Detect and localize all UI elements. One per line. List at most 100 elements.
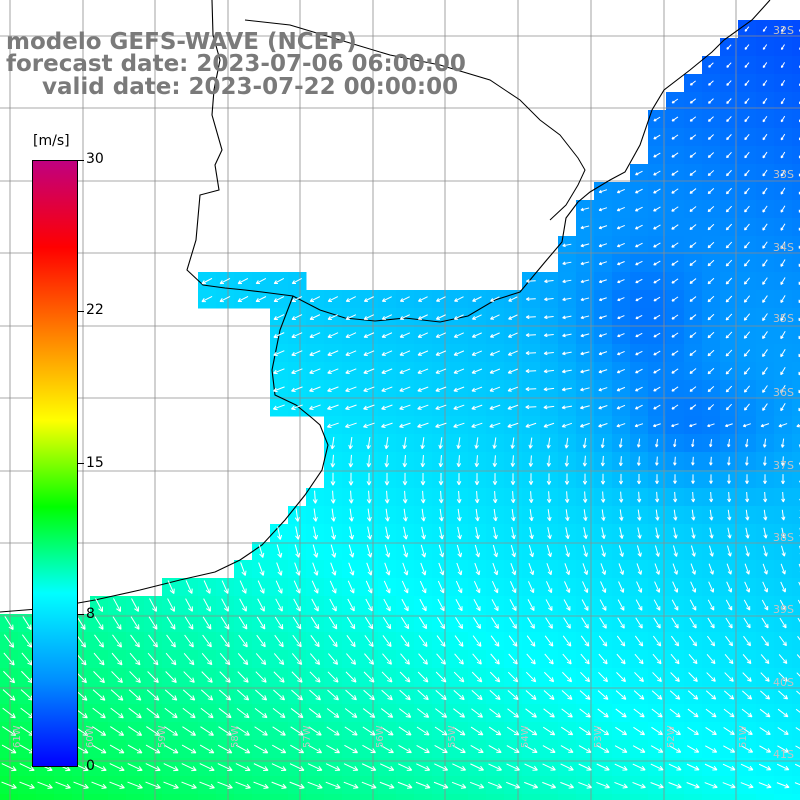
wind-speed-cell: [234, 794, 253, 800]
wind-speed-cell: [738, 794, 757, 800]
wind-speed-cell: [306, 794, 325, 800]
wind-arrow: [384, 490, 390, 504]
wind-arrow: [240, 562, 247, 576]
wind-arrow: [454, 296, 464, 302]
wind-arrow: [488, 726, 502, 736]
wind-arrow: [236, 707, 250, 719]
wind-arrow: [112, 634, 122, 648]
colorbar-tick-0: 0: [86, 758, 95, 774]
wind-speed-cell: [378, 794, 397, 800]
wind-arrow: [689, 314, 697, 320]
wind-arrow: [635, 170, 643, 176]
wind-speed-cell: [486, 794, 505, 800]
wind-arrow: [167, 580, 175, 594]
wind-arrow: [309, 368, 321, 375]
wind-arrow: [348, 454, 354, 468]
wind-arrow: [726, 80, 732, 86]
wind-arrow: [471, 671, 483, 683]
wind-arrow: [564, 491, 570, 503]
wind-arrow: [543, 369, 555, 374]
wind-arrow: [726, 581, 733, 593]
wind-arrow: [744, 187, 750, 195]
wind-arrow: [652, 672, 662, 683]
wind-arrow: [598, 423, 608, 428]
wind-arrow: [597, 690, 609, 700]
wind-arrow: [704, 782, 718, 789]
wind-arrow: [273, 671, 285, 683]
wind-arrow: [616, 224, 625, 230]
wind-arrow: [345, 404, 357, 411]
wind-arrow: [689, 599, 697, 611]
wind-arrow: [506, 781, 521, 789]
wind-arrow: [671, 350, 679, 356]
wind-speed-cell: [558, 794, 577, 800]
wind-arrow: [725, 169, 732, 177]
wind-arrow: [672, 563, 678, 575]
wind-arrow: [600, 455, 605, 467]
wind-arrow: [546, 455, 552, 467]
wind-arrow: [19, 763, 35, 772]
wind-arrow: [128, 707, 142, 719]
wind-speed-cell: [414, 794, 433, 800]
wind-arrow: [762, 438, 767, 448]
wind-arrow: [780, 403, 786, 412]
wind-arrow: [598, 297, 607, 302]
wind-arrow: [655, 509, 660, 521]
wind-arrow: [293, 598, 301, 612]
wind-arrow: [687, 708, 699, 718]
wind-arrow: [725, 205, 733, 213]
wind-arrow: [149, 598, 157, 612]
wind-speed-cell: [522, 794, 541, 800]
wind-arrow: [634, 653, 644, 665]
wind-arrow: [434, 744, 448, 754]
wind-arrow: [709, 509, 714, 521]
wind-arrow: [277, 526, 283, 540]
wind-speed-cell: [18, 794, 37, 800]
wind-arrow: [689, 134, 697, 140]
wind-arrow: [130, 616, 140, 630]
wind-arrow: [758, 763, 772, 771]
wind-arrow: [346, 653, 357, 665]
wind-arrow: [579, 708, 591, 718]
wind-arrow: [330, 562, 337, 576]
wind-arrow: [491, 580, 499, 594]
wind-arrow: [289, 781, 305, 789]
wind-arrow: [455, 580, 463, 594]
wind-arrow: [544, 279, 554, 284]
wind-arrow: [780, 456, 785, 466]
wind-arrow: [325, 781, 341, 789]
wind-arrow: [707, 134, 714, 140]
wind-arrow: [435, 314, 446, 320]
wind-arrow: [255, 671, 267, 683]
wind-arrow: [456, 490, 462, 504]
wind-arrow: [382, 616, 392, 630]
wind-arrow: [420, 455, 426, 468]
wind-arrow: [2, 707, 16, 719]
wind-arrow: [291, 368, 303, 375]
wind-arrow: [113, 598, 122, 612]
wind-arrow: [691, 474, 695, 484]
wind-arrow: [542, 745, 556, 753]
wind-arrow: [219, 296, 231, 303]
wind-arrow: [564, 437, 569, 449]
wind-arrow: [578, 745, 592, 753]
wind-arrow: [181, 744, 197, 754]
wind-arrow: [254, 707, 268, 719]
wind-arrow: [474, 455, 480, 468]
wind-arrow: [780, 97, 786, 105]
wind-arrow: [707, 241, 715, 249]
wind-arrow: [201, 277, 213, 285]
wind-speed-cell: [126, 794, 145, 800]
wind-arrow: [325, 763, 341, 771]
model-title: modelo GEFS-WAVE (NCEP): [6, 29, 357, 55]
wind-arrow: [673, 474, 677, 484]
wind-arrow: [726, 151, 732, 159]
wind-arrow: [781, 474, 785, 485]
colorbar-unit: [m/s]: [33, 133, 70, 149]
wind-speed-cell: [792, 794, 800, 800]
wind-speed-cell: [144, 794, 163, 800]
wind-arrow: [401, 598, 409, 612]
wind-arrow: [417, 314, 428, 320]
wind-arrow: [309, 350, 321, 357]
wind-arrow: [379, 763, 395, 771]
